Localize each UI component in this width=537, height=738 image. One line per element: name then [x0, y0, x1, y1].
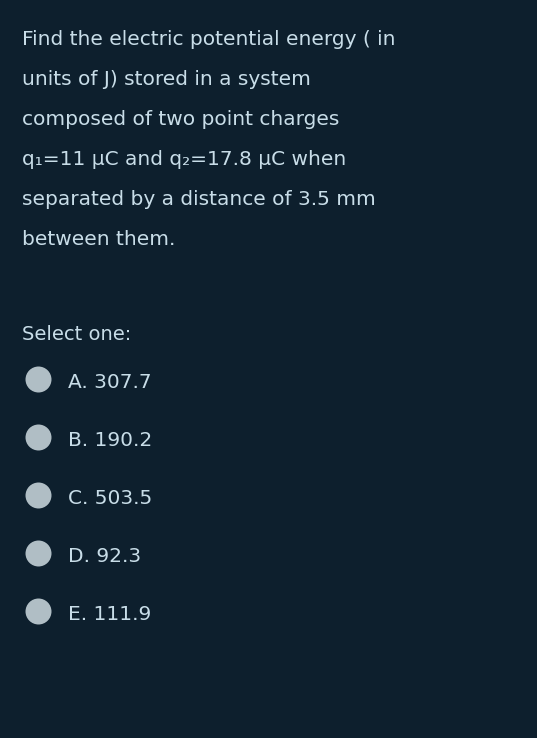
Text: B. 190.2: B. 190.2 [68, 431, 153, 450]
Point [34, 605, 42, 617]
Point [34, 547, 42, 559]
Text: q₁=11 μC and q₂=17.8 μC when: q₁=11 μC and q₂=17.8 μC when [22, 150, 346, 169]
Point [34, 373, 42, 385]
Point [34, 431, 42, 443]
Text: separated by a distance of 3.5 mm: separated by a distance of 3.5 mm [22, 190, 376, 209]
Text: Find the electric potential energy ( in: Find the electric potential energy ( in [22, 30, 395, 49]
Text: units of J) stored in a system: units of J) stored in a system [22, 70, 311, 89]
Text: Select one:: Select one: [22, 325, 131, 344]
Text: A. 307.7: A. 307.7 [68, 373, 151, 392]
Text: C. 503.5: C. 503.5 [68, 489, 153, 508]
Text: D. 92.3: D. 92.3 [68, 547, 141, 566]
Text: E. 111.9: E. 111.9 [68, 605, 151, 624]
Text: composed of two point charges: composed of two point charges [22, 110, 339, 129]
Text: between them.: between them. [22, 230, 176, 249]
Point [34, 489, 42, 501]
